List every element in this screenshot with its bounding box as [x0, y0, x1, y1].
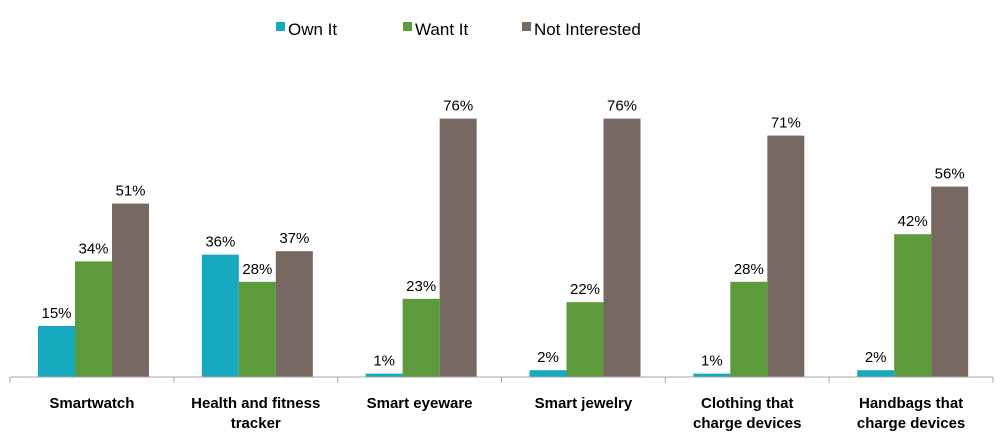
legend-swatch-2 [403, 22, 412, 31]
bar-1-3 [112, 203, 149, 377]
chart-bars [38, 118, 969, 377]
data-label-4-1: 2% [537, 349, 559, 366]
data-label-5-2: 28% [734, 261, 764, 278]
bar-6-2 [894, 234, 932, 377]
data-label-1-1: 15% [41, 305, 71, 322]
category-label-5-line-1: Clothing that [701, 395, 793, 412]
bar-1-2 [75, 261, 112, 377]
bar-3-1 [365, 373, 403, 377]
chart-legend: Own It Want It Not Interested [276, 20, 641, 39]
bar-6-1 [857, 370, 895, 377]
legend-label-3: Not Interested [534, 20, 641, 39]
data-label-1-2: 34% [78, 240, 108, 257]
data-label-2-2: 28% [242, 261, 272, 278]
legend-label-2: Want It [415, 20, 468, 39]
bar-4-3 [603, 118, 641, 377]
data-label-2-1: 36% [205, 234, 235, 251]
bar-1-1 [38, 326, 75, 377]
data-label-6-3: 56% [935, 166, 965, 183]
bar-5-3 [767, 135, 805, 377]
chart-x-axis: Smartwatch Health and fitness tracker Smart… [9, 376, 994, 432]
bar-6-3 [931, 186, 969, 377]
category-label-2-line-1: Health and fitness [191, 395, 320, 412]
data-label-5-1: 1% [701, 353, 723, 370]
data-label-4-3: 76% [607, 98, 637, 115]
category-label-2-line-2: tracker [231, 415, 281, 432]
data-label-3-3: 76% [443, 98, 473, 115]
bar-3-3 [439, 118, 477, 377]
bar-5-2 [730, 281, 768, 377]
category-label-1-line-1: Smartwatch [49, 395, 134, 412]
bar-4-2 [566, 302, 604, 377]
category-label-6-line-1: Handbags that [859, 395, 963, 412]
bar-2-1 [201, 254, 239, 377]
data-label-3-1: 1% [373, 353, 395, 370]
category-label-4-line-1: Smart jewelry [535, 395, 633, 412]
data-label-2-3: 37% [279, 230, 309, 247]
legend-label-1: Own It [288, 20, 337, 39]
category-label-6-line-2: charge devices [857, 415, 965, 432]
category-label-5-line-2: charge devices [693, 415, 801, 432]
bar-2-3 [275, 251, 313, 377]
chart-data-labels: 15% 34% 51% 36% 28% 37% 1% 23% 76% 2% 22% 76% 1% 28% 7… [41, 98, 964, 370]
category-label-3-line-1: Smart eyeware [367, 395, 473, 412]
data-label-6-1: 2% [865, 349, 887, 366]
bar-2-2 [238, 281, 276, 377]
data-label-1-3: 51% [115, 183, 145, 200]
legend-swatch-3 [522, 22, 531, 31]
data-label-6-2: 42% [898, 213, 928, 230]
data-label-5-3: 71% [771, 115, 801, 132]
data-label-4-2: 22% [570, 281, 600, 298]
legend-swatch-1 [276, 22, 285, 31]
bar-5-1 [693, 373, 731, 377]
bar-3-2 [402, 298, 440, 377]
data-label-3-2: 23% [406, 278, 436, 295]
bar-4-1 [529, 370, 567, 377]
